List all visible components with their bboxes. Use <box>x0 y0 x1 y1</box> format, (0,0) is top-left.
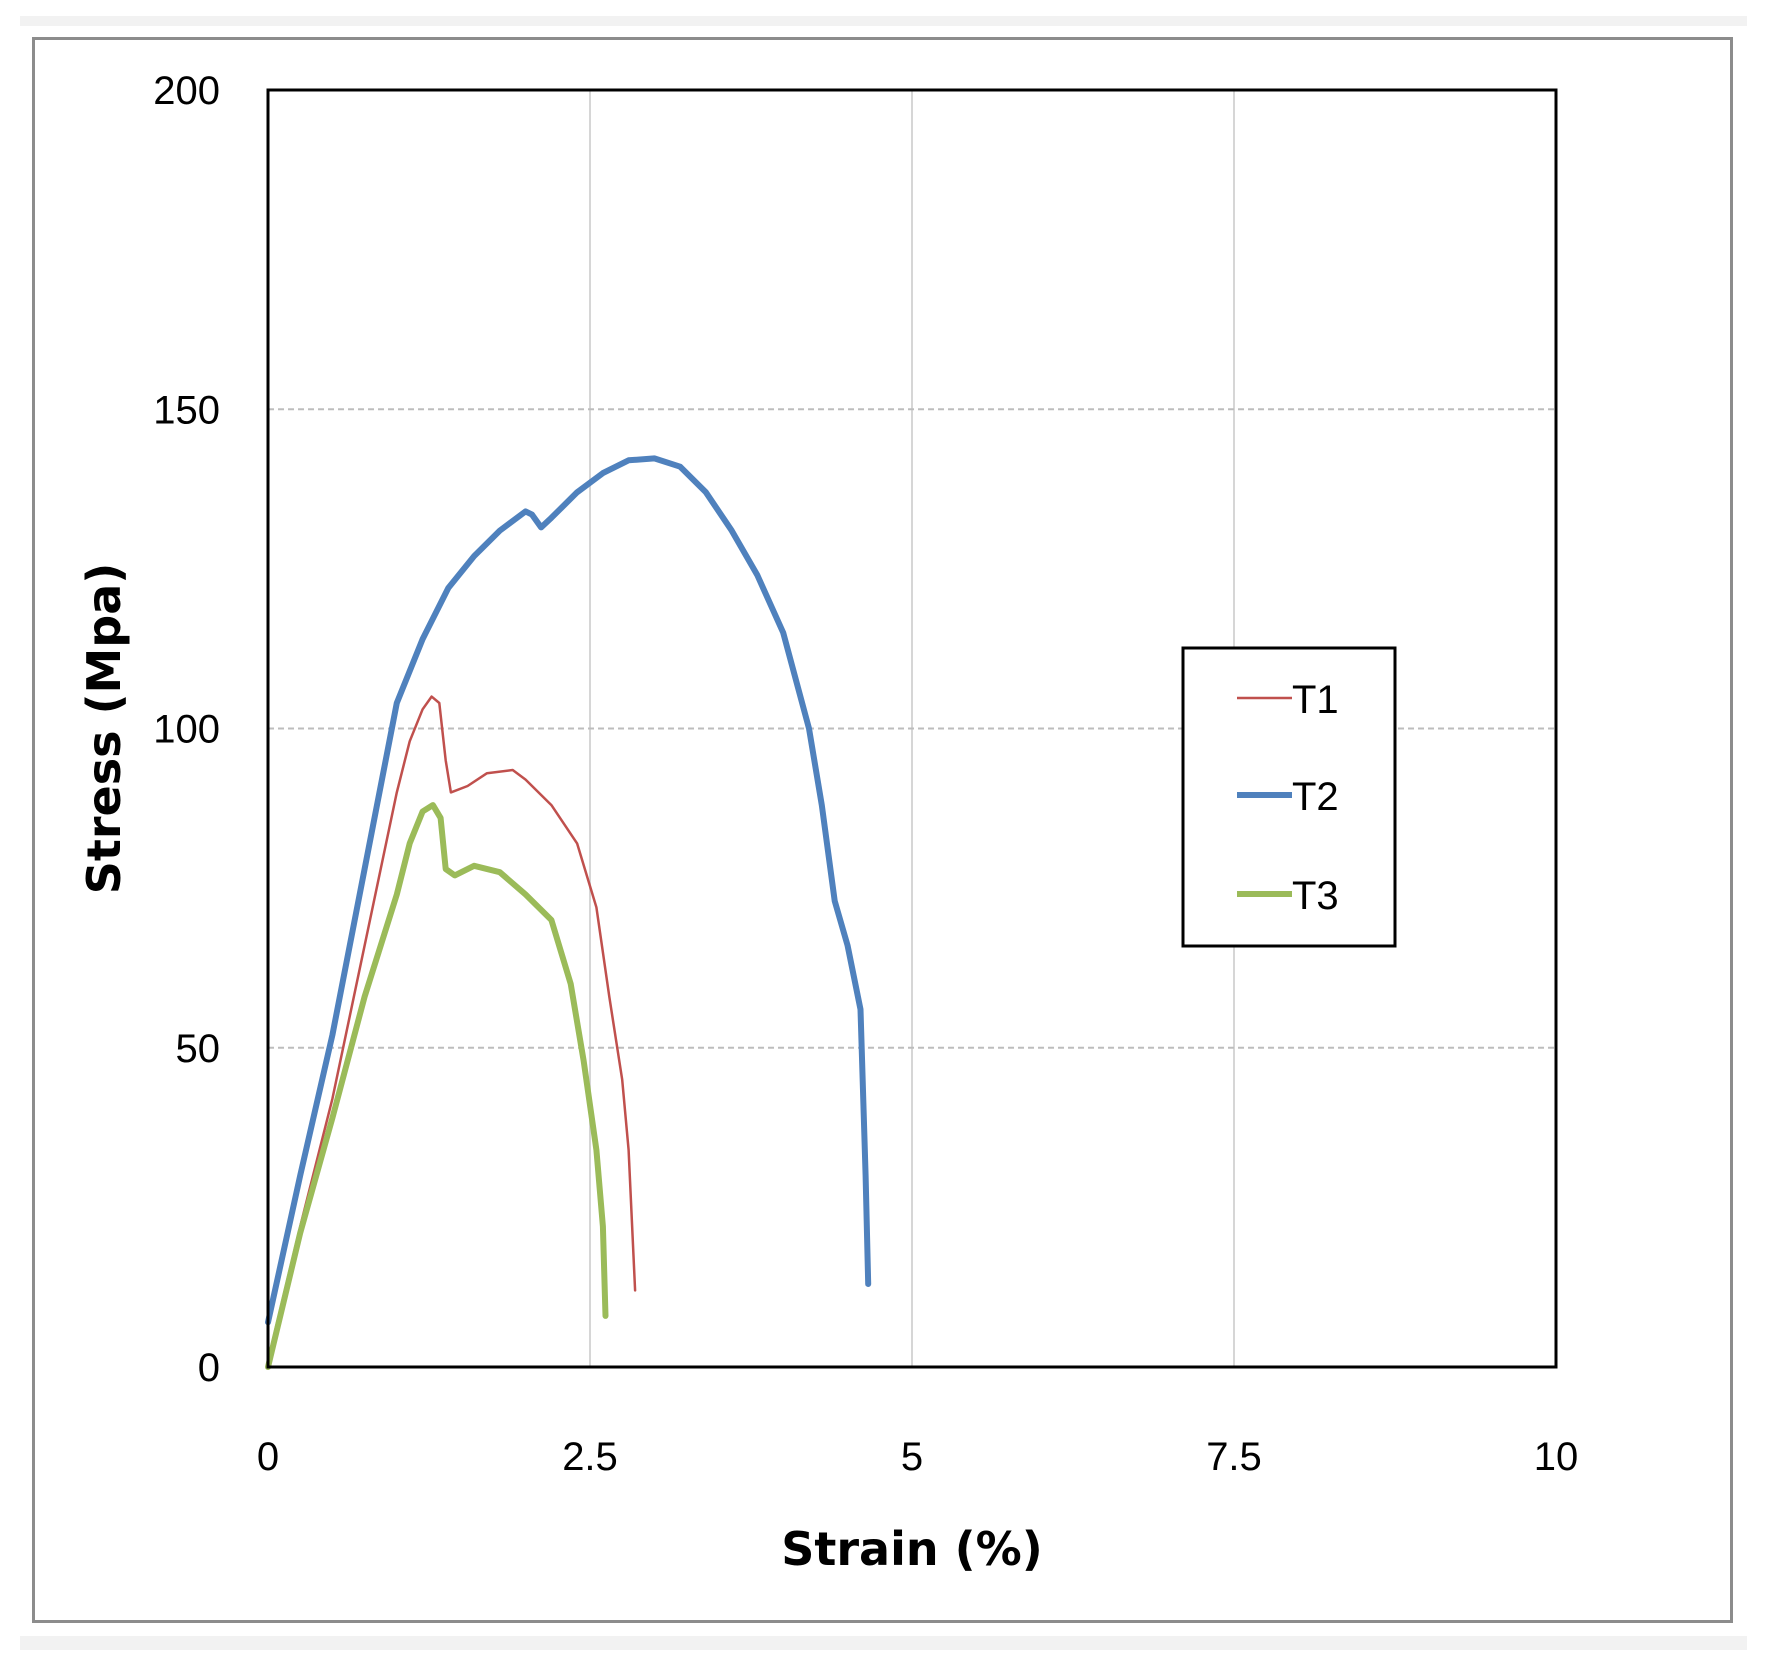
y-tick-label: 50 <box>176 1027 221 1071</box>
series-lines <box>265 455 872 1370</box>
chart-frame <box>32 37 1733 1623</box>
legend: T1 T2 T3 <box>1181 646 1397 948</box>
y-tick-label: 200 <box>153 69 220 113</box>
y-tick-label: 0 <box>198 1346 220 1390</box>
legend-label-t2: T2 <box>1292 775 1339 819</box>
x-tick-label: 5 <box>901 1435 923 1479</box>
x-tick-label: 7.5 <box>1206 1435 1262 1479</box>
legend-label-t3: T3 <box>1292 874 1339 918</box>
y-tick-label: 150 <box>153 388 220 432</box>
series-line-t3 <box>265 802 609 1370</box>
series-line-t2 <box>265 455 872 1326</box>
x-tick-label: 10 <box>1534 1435 1579 1479</box>
x-tick-label: 2.5 <box>562 1435 618 1479</box>
bottom-band <box>20 1636 1747 1650</box>
plot-area <box>266 88 1558 1369</box>
x-tick-label: 0 <box>257 1435 279 1479</box>
x-axis-title: Strain (%) <box>781 1522 1043 1576</box>
y-tick-label: 100 <box>153 708 220 752</box>
y-axis-title: Stress (Mpa) <box>77 563 131 895</box>
legend-label-t1: T1 <box>1292 678 1339 722</box>
series-line-t1 <box>266 695 637 1362</box>
top-band <box>20 16 1747 26</box>
